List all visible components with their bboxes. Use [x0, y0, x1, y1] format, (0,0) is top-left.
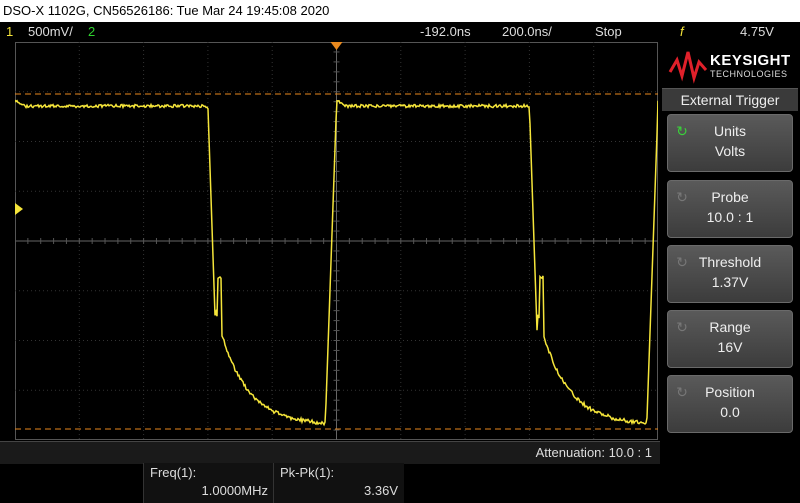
menu-title: External Trigger: [662, 88, 798, 111]
entry-knob-icon: ↻: [676, 189, 688, 205]
status-bar: 1 500mV/ 2 -192.0ns 200.0ns/ Stop f 4.75…: [0, 22, 800, 42]
softkey-units[interactable]: ↻ Units Volts: [667, 114, 793, 172]
softkey-value: 0.0: [720, 404, 740, 420]
softkey-label: Threshold: [698, 254, 762, 270]
waveform-display[interactable]: [14, 41, 659, 440]
softkey-value: Volts: [714, 143, 746, 159]
ch2-number[interactable]: 2: [88, 24, 96, 39]
waveform-svg: [14, 41, 659, 440]
ch1-scale[interactable]: 500mV/: [28, 24, 73, 39]
measurement-freq[interactable]: Freq(1): 1.0000MHz: [143, 463, 274, 503]
softkey-threshold[interactable]: ↻ Threshold 1.37V: [667, 245, 793, 303]
entry-knob-icon: ↻: [676, 319, 688, 335]
softkey-value: 16V: [717, 339, 743, 355]
ch1-trace: [14, 99, 659, 427]
measurement-label: Freq(1):: [150, 465, 197, 480]
markers: [15, 42, 658, 430]
softkey-probe[interactable]: ↻ Probe 10.0 : 1: [667, 180, 793, 238]
softkey-label: Range: [709, 319, 751, 335]
title-text: DSO-X 1102G, CN56526186: Tue Mar 24 19:4…: [3, 3, 330, 18]
title-bar: DSO-X 1102G, CN56526186: Tue Mar 24 19:4…: [0, 0, 800, 22]
measurement-value: 1.0000MHz: [201, 483, 268, 498]
trigger-position-marker[interactable]: [330, 42, 343, 50]
keysight-logo: KEYSIGHT TECHNOLOGIES: [668, 46, 796, 86]
entry-knob-icon: ↻: [676, 384, 688, 400]
run-state: Stop: [595, 24, 622, 39]
softkey-range[interactable]: ↻ Range 16V: [667, 310, 793, 368]
ch1-number[interactable]: 1: [6, 24, 14, 39]
softkey-label: Position: [705, 384, 755, 400]
entry-knob-icon: ↻: [676, 254, 688, 270]
softkey-value: 10.0 : 1: [706, 209, 754, 225]
trigger-edge-icon: f: [680, 24, 684, 39]
timebase-readout[interactable]: 200.0ns/: [502, 24, 552, 39]
entry-knob-icon: ↻: [676, 123, 688, 139]
brand-subtitle: TECHNOLOGIES: [710, 69, 788, 79]
softkey-label: Probe: [711, 189, 749, 205]
delay-readout[interactable]: -192.0ns: [420, 24, 471, 39]
ch1-ground-marker[interactable]: [15, 203, 23, 215]
attenuation-bar: Attenuation: 10.0 : 1: [0, 441, 660, 464]
softkey-position[interactable]: ↻ Position 0.0: [667, 375, 793, 433]
measurement-value: 3.36V: [364, 483, 398, 498]
softkey-value: 1.37V: [711, 274, 749, 290]
softkey-label: Units: [714, 123, 746, 139]
brand-name: KEYSIGHT: [710, 52, 791, 69]
keysight-wave-icon: [668, 51, 708, 84]
attenuation-text: Attenuation: 10.0 : 1: [535, 445, 652, 460]
measurement-pkpk[interactable]: Pk-Pk(1): 3.36V: [273, 463, 404, 503]
measurement-label: Pk-Pk(1):: [280, 465, 335, 480]
trigger-level[interactable]: 4.75V: [740, 24, 774, 39]
